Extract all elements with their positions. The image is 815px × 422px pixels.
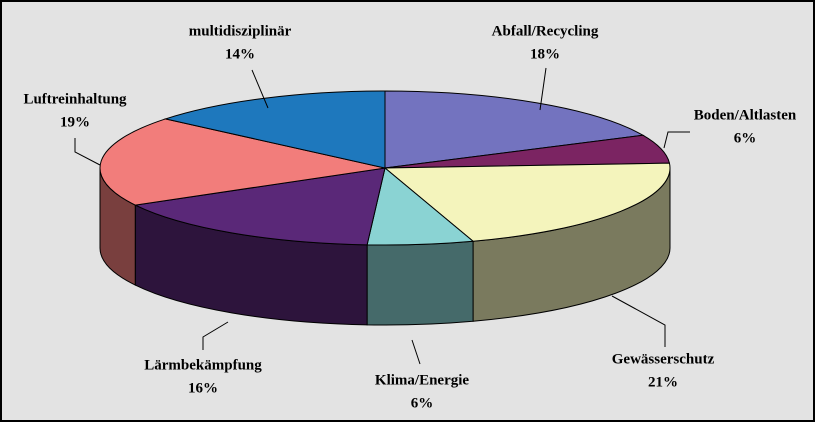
leader-line — [663, 131, 690, 149]
pie — [99, 90, 671, 326]
slice-label: Boden/Altlasten — [694, 107, 797, 123]
labels: Abfall/Recycling 18% Boden/Altlasten 6% Gewä… — [23, 23, 796, 411]
slice-label: multidisziplinär — [189, 23, 292, 39]
slice-value-label: 21% — [648, 374, 678, 390]
slice-value-label: 6% — [734, 130, 757, 146]
leader-line — [251, 69, 269, 109]
slice-label: Abfall/Recycling — [492, 23, 599, 39]
slice-label: Luftreinhaltung — [23, 91, 127, 107]
leader-lines — [74, 67, 690, 365]
slice-label: Klima/Energie — [375, 372, 469, 388]
leader-line — [74, 138, 101, 166]
slice-value-label: 18% — [530, 46, 560, 62]
leader-line — [411, 339, 421, 365]
slice-label: Lärmbekämpfung — [144, 357, 262, 373]
slice-side — [366, 240, 474, 326]
slice-value-label: 14% — [225, 46, 255, 62]
slice-value-label: 6% — [411, 395, 434, 411]
slice — [133, 167, 386, 246]
slice-value-label: 19% — [60, 114, 90, 130]
leader-line — [611, 295, 666, 347]
slice-label: Gewässerschutz — [612, 351, 715, 367]
slice-value-label: 16% — [188, 380, 218, 396]
slice — [383, 162, 671, 242]
leader-line — [539, 67, 547, 111]
slice — [384, 90, 645, 169]
leader-line — [202, 321, 229, 350]
slice — [99, 118, 386, 206]
